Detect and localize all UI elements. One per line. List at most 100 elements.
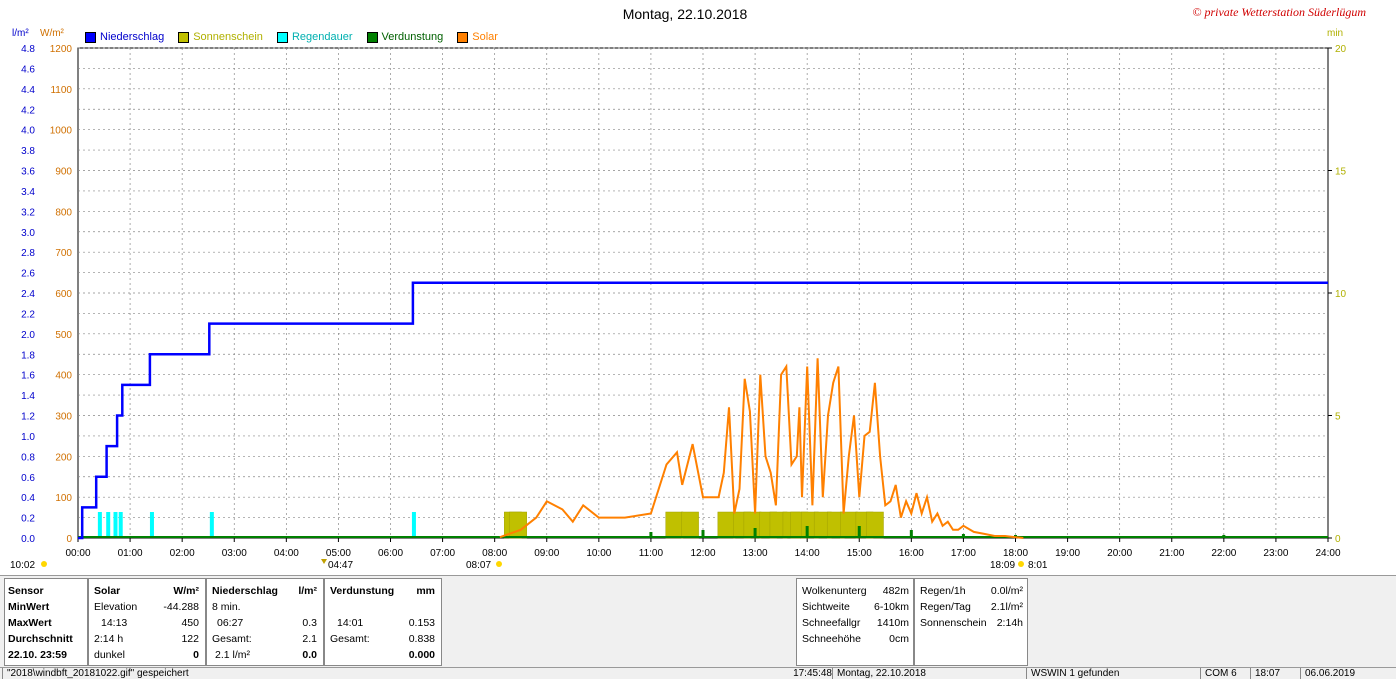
y-rain-tick-label: 1.0 <box>21 432 35 443</box>
moonrise-label: 04:47 <box>328 560 353 571</box>
y-rain-tick-label: 1.2 <box>21 412 35 423</box>
rain-duration-bar <box>209 512 214 538</box>
y-rain-tick-label: 0.2 <box>21 514 35 525</box>
legend: Niederschlag Sonnenschein Regendauer Ver… <box>85 31 498 43</box>
x-tick-label: 17:00 <box>951 548 976 559</box>
rain-duration-bar <box>149 512 154 538</box>
x-tick-label: 08:00 <box>482 548 507 559</box>
x-tick-label: 05:00 <box>326 548 351 559</box>
x-tick-label: 23:00 <box>1263 548 1288 559</box>
y-rain-tick-label: 3.2 <box>21 207 35 218</box>
chart-title: Montag, 22.10.2018 <box>622 6 748 22</box>
sunshine-bar <box>866 511 884 539</box>
moonrise-icon <box>321 559 327 564</box>
sunshine-bar <box>681 511 699 539</box>
status-date: Montag, 22.10.2018 <box>832 668 977 679</box>
precipitation-line <box>78 281 1328 540</box>
x-tick-label: 06:00 <box>378 548 403 559</box>
legend-item-sonnenschein: Sonnenschein <box>178 31 263 43</box>
y-solar-tick-label: 800 <box>55 207 72 218</box>
x-tick-label: 10:00 <box>586 548 611 559</box>
status-today: 06.06.2019 <box>1300 668 1395 679</box>
y-rain-tick-label: 0.6 <box>21 473 35 484</box>
evaporation-bar <box>805 526 809 538</box>
y-rain-tick-label: 1.6 <box>21 371 35 382</box>
y-rain-tick-label: 4.0 <box>21 126 35 137</box>
x-tick-label: 20:00 <box>1107 548 1132 559</box>
sunset-label: 18:09 <box>990 560 1015 571</box>
x-tick-label: 02:00 <box>170 548 195 559</box>
y-rain-tick-label: 0.4 <box>21 493 35 504</box>
y-min-tick-label: 5 <box>1335 412 1341 423</box>
minutes-unit: min <box>1327 28 1344 39</box>
sunset-icon <box>1018 561 1024 567</box>
y-rain-tick-label: 3.8 <box>21 146 35 157</box>
y-rain-tick-label: 0.0 <box>21 534 35 545</box>
sunshine-bar <box>717 511 736 539</box>
rain-duration-bar <box>411 512 416 538</box>
y-solar-tick-label: 400 <box>55 371 72 382</box>
y-rain-tick-label: 4.4 <box>21 85 35 96</box>
x-tick-label: 01:00 <box>118 548 143 559</box>
y-solar-tick-label: 500 <box>55 330 72 341</box>
legend-item-verdunstung: Verdunstung <box>366 31 443 43</box>
y-min-tick-label: 15 <box>1335 167 1347 178</box>
rain-box: Niederschlag l/m² 8 min. 06:27 0.3 Gesam… <box>206 578 324 666</box>
y-min-tick-label: 20 <box>1335 44 1347 55</box>
y-rain-tick-label: 4.2 <box>21 105 35 116</box>
legend-item-solar: Solar <box>457 31 498 43</box>
solar-line <box>499 358 1024 539</box>
status-device: WSWIN 1 gefunden <box>1026 668 1199 679</box>
y-rain-tick-label: 3.0 <box>21 228 35 239</box>
solar-box: Solar W/m² Elevation -44.288 14:13 450 2… <box>88 578 206 666</box>
y-solar-tick-label: 700 <box>55 248 72 259</box>
sunshine-bar <box>665 511 684 539</box>
evaporation-bar <box>857 526 861 538</box>
y-rain-tick-label: 4.8 <box>21 44 35 55</box>
y-rain-tick-label: 3.4 <box>21 187 35 198</box>
watermark: © private Wetterstation Süderlügum <box>1192 5 1366 19</box>
y-rain-tick-label: 1.8 <box>21 350 35 361</box>
sunshine-bar <box>743 511 762 539</box>
x-tick-label: 04:00 <box>274 548 299 559</box>
daylength-label: 8:01 <box>1028 560 1048 571</box>
x-tick-label: 18:00 <box>1003 548 1028 559</box>
rain-duration-bar <box>118 512 123 538</box>
moon-icon <box>41 561 47 567</box>
y-solar-tick-label: 900 <box>55 167 72 178</box>
status-time: 17:45:48 <box>793 668 832 679</box>
evaporation-bar <box>909 530 913 538</box>
y-solar-tick-label: 600 <box>55 289 72 300</box>
x-tick-label: 21:00 <box>1159 548 1184 559</box>
status-port: COM 6 <box>1200 668 1245 679</box>
moonset-label: 10:02 <box>10 560 35 571</box>
x-tick-label: 19:00 <box>1055 548 1080 559</box>
rain-unit: l/m² <box>12 28 29 39</box>
y-solar-tick-label: 1100 <box>50 85 72 96</box>
x-tick-label: 13:00 <box>743 548 768 559</box>
rain-duration-bar <box>97 512 102 538</box>
status-bar: "2018\windbft_20181022.gif" gespeichert … <box>0 667 1396 679</box>
cloud-box: Wolkenunterg 482m Sichtweite 6-10km Schn… <box>796 578 914 666</box>
y-rain-tick-label: 2.6 <box>21 269 35 280</box>
rain-duration-bar <box>106 512 111 538</box>
sun-icon <box>496 561 502 567</box>
x-tick-label: 11:00 <box>639 548 664 559</box>
y-solar-tick-label: 1000 <box>50 126 73 137</box>
x-tick-label: 15:00 <box>847 548 872 559</box>
y-rain-tick-label: 1.4 <box>21 391 35 402</box>
x-tick-label: 03:00 <box>222 548 247 559</box>
y-min-tick-label: 0 <box>1335 534 1341 545</box>
y-rain-tick-label: 2.0 <box>21 330 35 341</box>
sunshine-bar <box>839 511 858 539</box>
y-solar-tick-label: 0 <box>66 534 72 545</box>
x-tick-label: 09:00 <box>534 548 559 559</box>
status-clock: 18:07 <box>1250 668 1295 679</box>
empty-area <box>442 578 794 664</box>
status-file: "2018\windbft_20181022.gif" gespeichert <box>2 668 777 679</box>
y-solar-tick-label: 1200 <box>50 44 73 55</box>
y-rain-tick-label: 0.8 <box>21 452 35 463</box>
sunrise-label: 08:07 <box>466 560 491 571</box>
y-solar-tick-label: 300 <box>55 412 72 423</box>
y-rain-tick-label: 3.6 <box>21 167 35 178</box>
